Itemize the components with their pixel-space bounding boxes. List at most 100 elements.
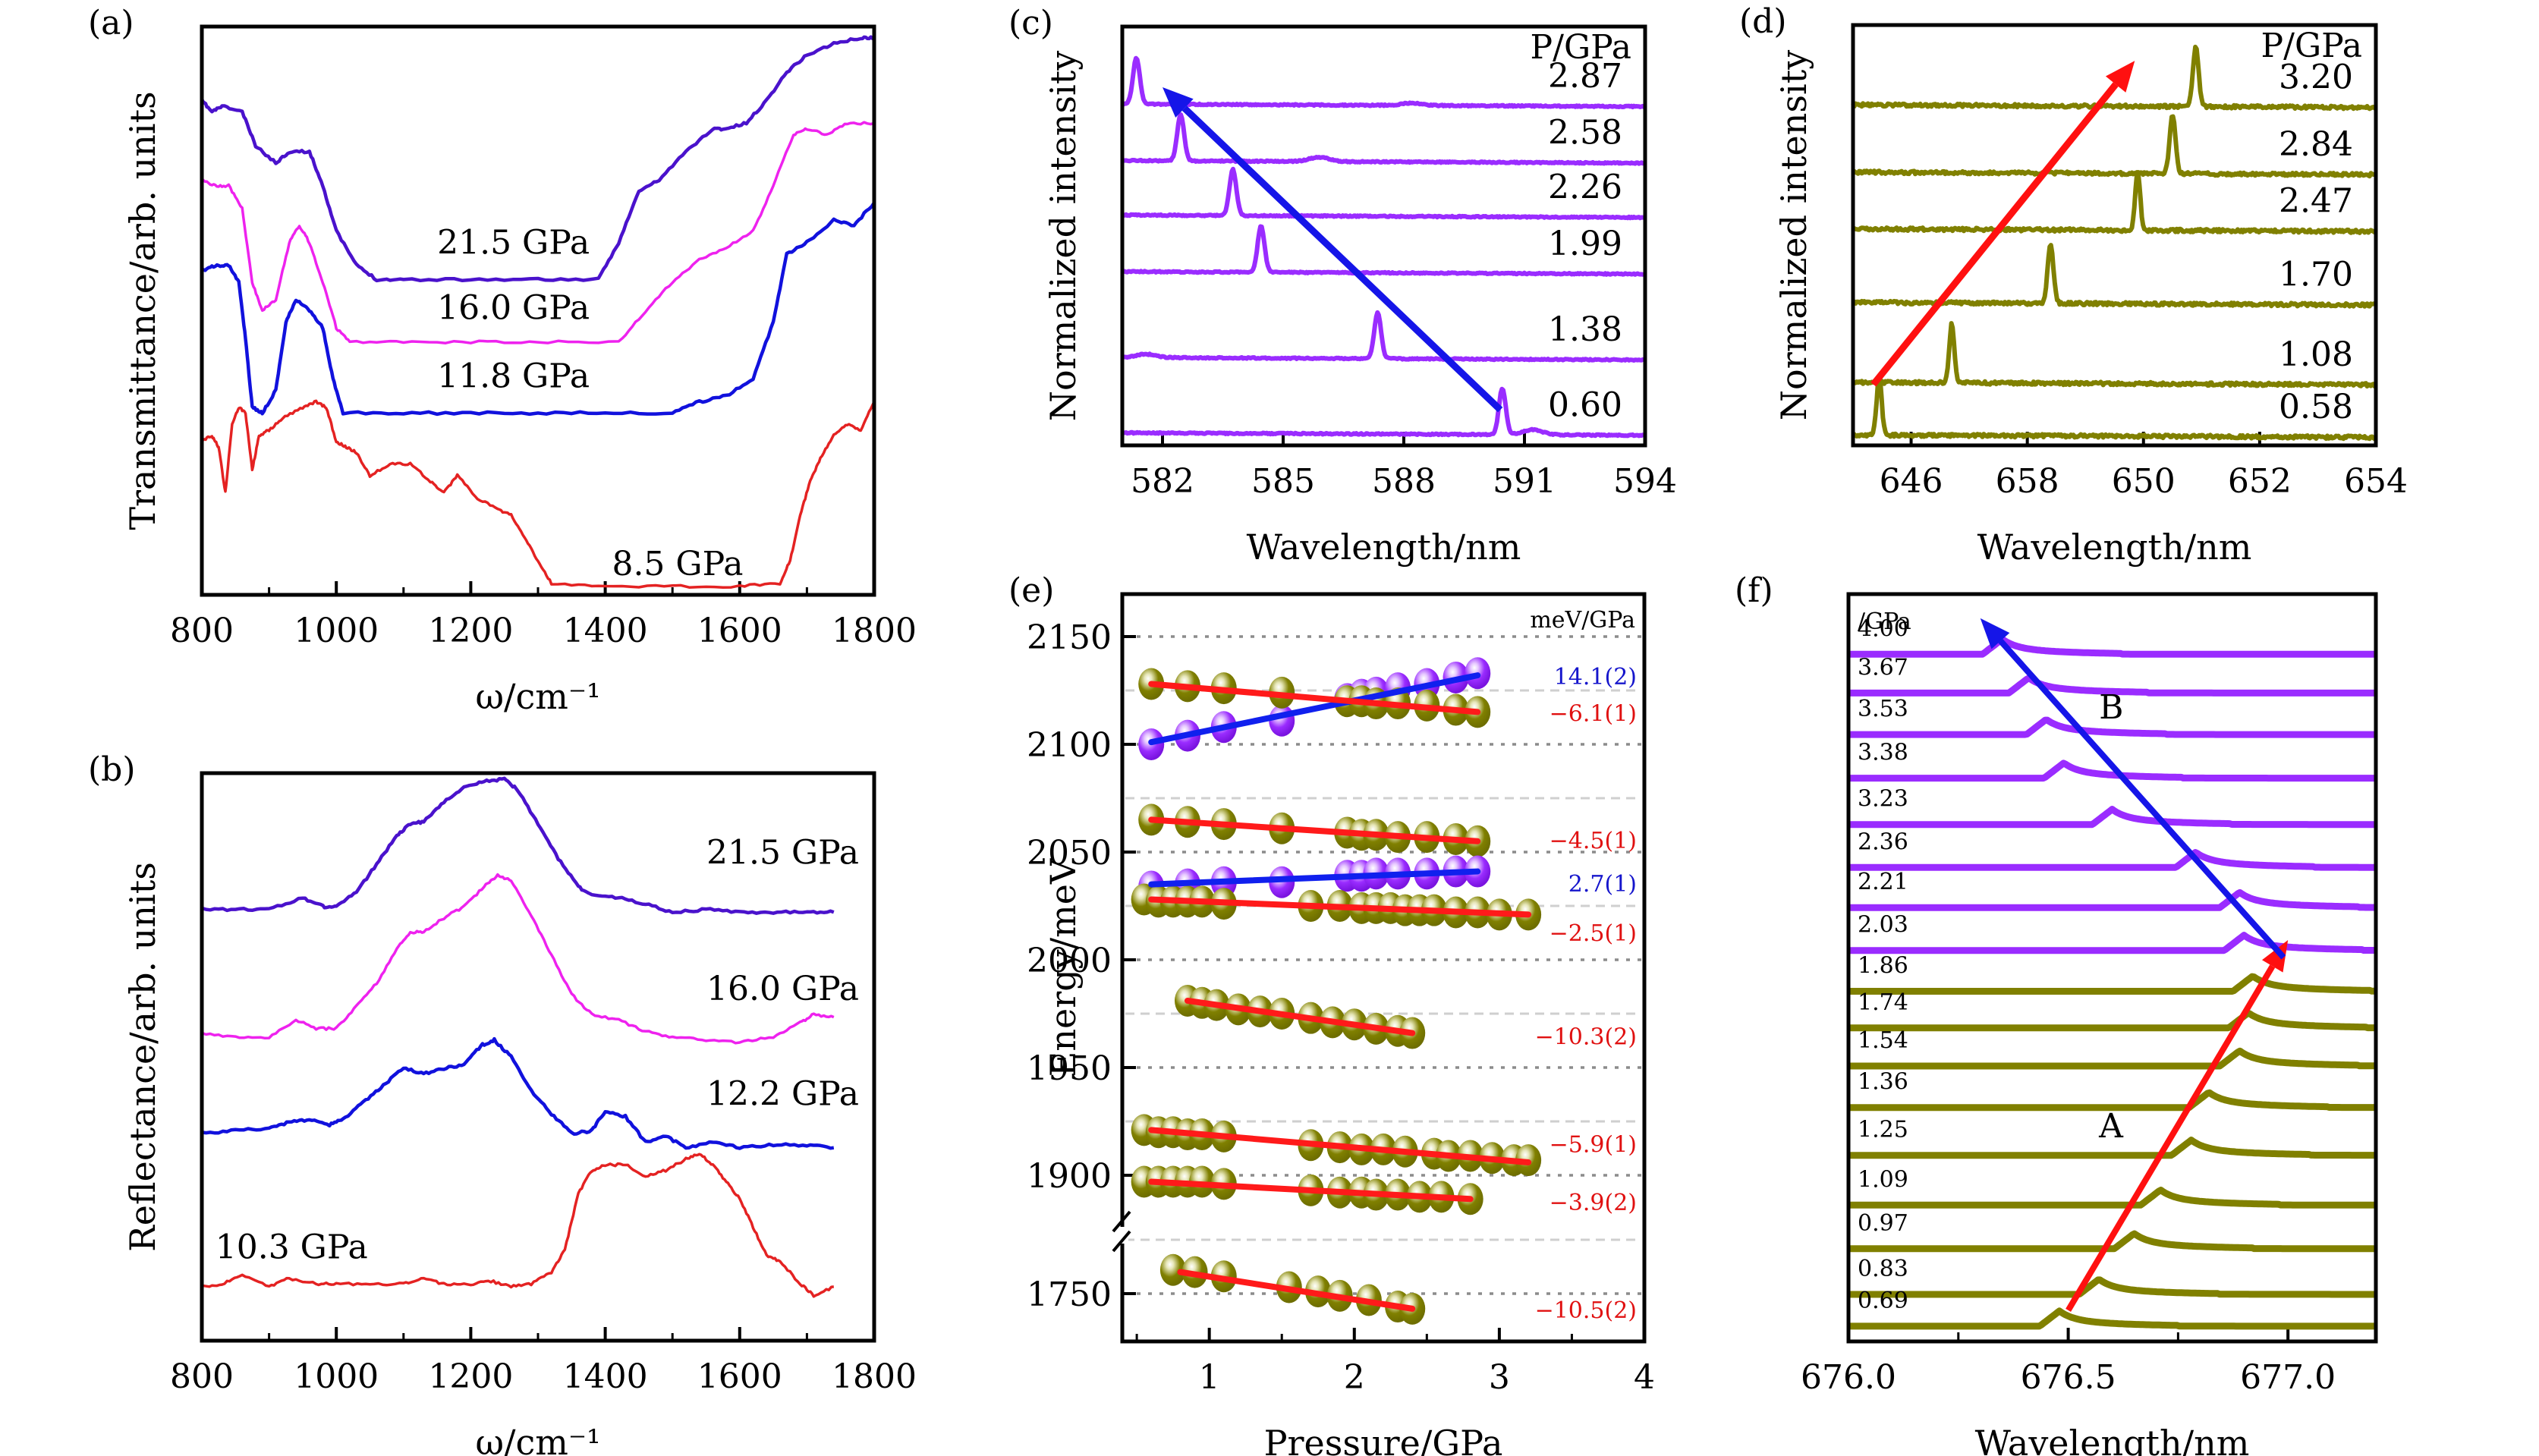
fit-line xyxy=(1148,1178,1474,1203)
y-tick-label: 1900 xyxy=(1027,1157,1112,1196)
pressure-label: 3.38 xyxy=(1858,740,1908,766)
series-line xyxy=(201,1153,834,1298)
spectrum-line xyxy=(1847,636,2377,658)
x-tick-label: 676.5 xyxy=(2021,1358,2116,1397)
y-axis-label: Reflectance/arb. units xyxy=(122,862,163,1252)
series-label: 16.0 GPa xyxy=(437,289,590,328)
x-tick-label: 594 xyxy=(1613,462,1677,501)
spectrum-line xyxy=(1847,1137,2377,1159)
y-axis-label: Normalized intensity xyxy=(1043,51,1084,421)
x-axis-label: Pressure/GPa xyxy=(1264,1423,1503,1456)
series-label: 21.5 GPa xyxy=(437,224,590,263)
slope-label: 2.7(1) xyxy=(1568,871,1637,898)
spectrum-line xyxy=(1121,112,1647,166)
trend-arrow-shaft xyxy=(1870,82,2119,387)
x-tick-label: 588 xyxy=(1372,462,1436,501)
y-tick-label: 2100 xyxy=(1027,726,1112,765)
fit-line xyxy=(1148,868,1481,888)
series-line xyxy=(200,35,875,283)
slope-label: −2.5(1) xyxy=(1550,920,1637,947)
spectrum-line xyxy=(1847,1307,2377,1330)
pressure-label: 2.26 xyxy=(1548,168,1622,206)
spectrum-line xyxy=(1847,849,2377,871)
pressure-label: 2.84 xyxy=(2279,125,2353,164)
pressure-label: 0.58 xyxy=(2279,388,2353,426)
spectrum-line xyxy=(1851,44,2377,112)
plot-frame xyxy=(1120,24,1647,448)
trend-arrow-shaft xyxy=(1181,105,1503,413)
plot-frame xyxy=(200,771,876,1343)
pressure-label: 2.36 xyxy=(1858,829,1908,855)
panel-b: (b) 800 1000 1200 1400 1600 1800 ω/cm⁻¹ Reflecta… xyxy=(88,750,917,1456)
trend-arrow-head xyxy=(1163,87,1194,118)
spectrum-line xyxy=(1847,675,2377,697)
spectrum-line xyxy=(1847,806,2377,829)
spectrum-line xyxy=(1847,973,2377,995)
axis-break-gap xyxy=(1116,1227,1128,1244)
spectrum-line xyxy=(1121,224,1647,277)
spectrum-line xyxy=(1121,386,1647,439)
x-tick-label: 1000 xyxy=(294,1357,379,1396)
x-tick-label: 677.0 xyxy=(2240,1358,2336,1397)
y-tick-label: 2000 xyxy=(1027,942,1112,980)
trend-arrow-shaft xyxy=(2065,964,2276,1312)
series-label: 10.3 GPa xyxy=(216,1228,368,1267)
pressure-label: 0.83 xyxy=(1858,1256,1908,1282)
y-tick-label: 2050 xyxy=(1027,834,1112,873)
x-axis-label: ω/cm⁻¹ xyxy=(475,1422,600,1456)
panel-e: (e) 1 2 3 4 Pressure/GPa Energy/meV 2150 2100 205… xyxy=(1008,571,1655,1456)
fit-line xyxy=(1148,1127,1532,1165)
slope-label: −10.3(2) xyxy=(1535,1024,1637,1050)
x-tick-label: 646 xyxy=(1880,462,1943,501)
x-axis-label: ω/cm⁻¹ xyxy=(475,676,600,717)
x-tick-label: 1800 xyxy=(832,1357,917,1396)
plot-frame xyxy=(1851,23,2378,448)
x-tick-label: 676.0 xyxy=(1801,1358,1896,1397)
pressure-label: 1.74 xyxy=(1858,989,1908,1016)
panel-c: (c) 582 585 588 591 594 Wavelength/nm Normalize… xyxy=(1008,4,1677,568)
pressure-label: 4.00 xyxy=(1858,615,1908,642)
panel-letter: (f) xyxy=(1735,571,1773,610)
spectrum-line xyxy=(1851,374,2377,442)
fit-line xyxy=(1177,1269,1416,1312)
spectrum-line xyxy=(1852,114,2378,179)
pressure-label: 1.54 xyxy=(1858,1027,1908,1054)
data-point xyxy=(1269,704,1295,737)
pressure-label: 3.23 xyxy=(1858,786,1908,813)
x-tick-label: 650 xyxy=(2112,462,2176,501)
pressure-label: 1.36 xyxy=(1858,1069,1908,1096)
y-tick-label: 2150 xyxy=(1027,618,1112,657)
series-line xyxy=(201,399,876,590)
panel-letter: (a) xyxy=(88,4,134,42)
plot-frame xyxy=(200,24,876,597)
pressure-label: 1.09 xyxy=(1858,1166,1908,1193)
slope-label: −3.9(2) xyxy=(1550,1190,1637,1216)
x-tick-label: 1600 xyxy=(697,1357,782,1396)
pressure-label: 3.67 xyxy=(1858,654,1908,681)
x-tick-label: 591 xyxy=(1493,462,1556,501)
trend-arrow-head xyxy=(1980,618,2010,649)
legend-header: P/GPa xyxy=(1531,28,1631,67)
pressure-label: 2.87 xyxy=(1548,57,1622,96)
series-label: 12.2 GPa xyxy=(706,1075,859,1114)
pressure-label: 2.21 xyxy=(1858,869,1908,895)
spectrum-line xyxy=(1121,310,1647,363)
pressure-label: 1.86 xyxy=(1858,953,1908,980)
y-tick-label: 1750 xyxy=(1027,1275,1112,1314)
pressure-label: 1.25 xyxy=(1858,1117,1908,1143)
x-tick-label: 1000 xyxy=(294,612,379,650)
slope-label: −5.9(1) xyxy=(1550,1131,1637,1158)
spectrum-line xyxy=(1847,1047,2377,1070)
series-line xyxy=(201,201,876,417)
trend-arrow-head xyxy=(2105,61,2135,93)
fit-line xyxy=(1148,681,1481,715)
x-tick-label: 585 xyxy=(1251,462,1315,501)
x-axis-label: Wavelength/nm xyxy=(1247,527,1521,568)
spectrum-line xyxy=(1847,716,2377,738)
panel-a: (a) 800 1000 1200 1400 1600 1800 ω/cm⁻¹ Transmit… xyxy=(88,4,917,717)
x-axis-label: Wavelength/nm xyxy=(1975,1423,2250,1456)
x-tick-label: 800 xyxy=(170,1357,234,1396)
series-line xyxy=(200,121,875,344)
x-tick-label: 1600 xyxy=(697,612,782,650)
panel-letter: (b) xyxy=(88,750,136,789)
